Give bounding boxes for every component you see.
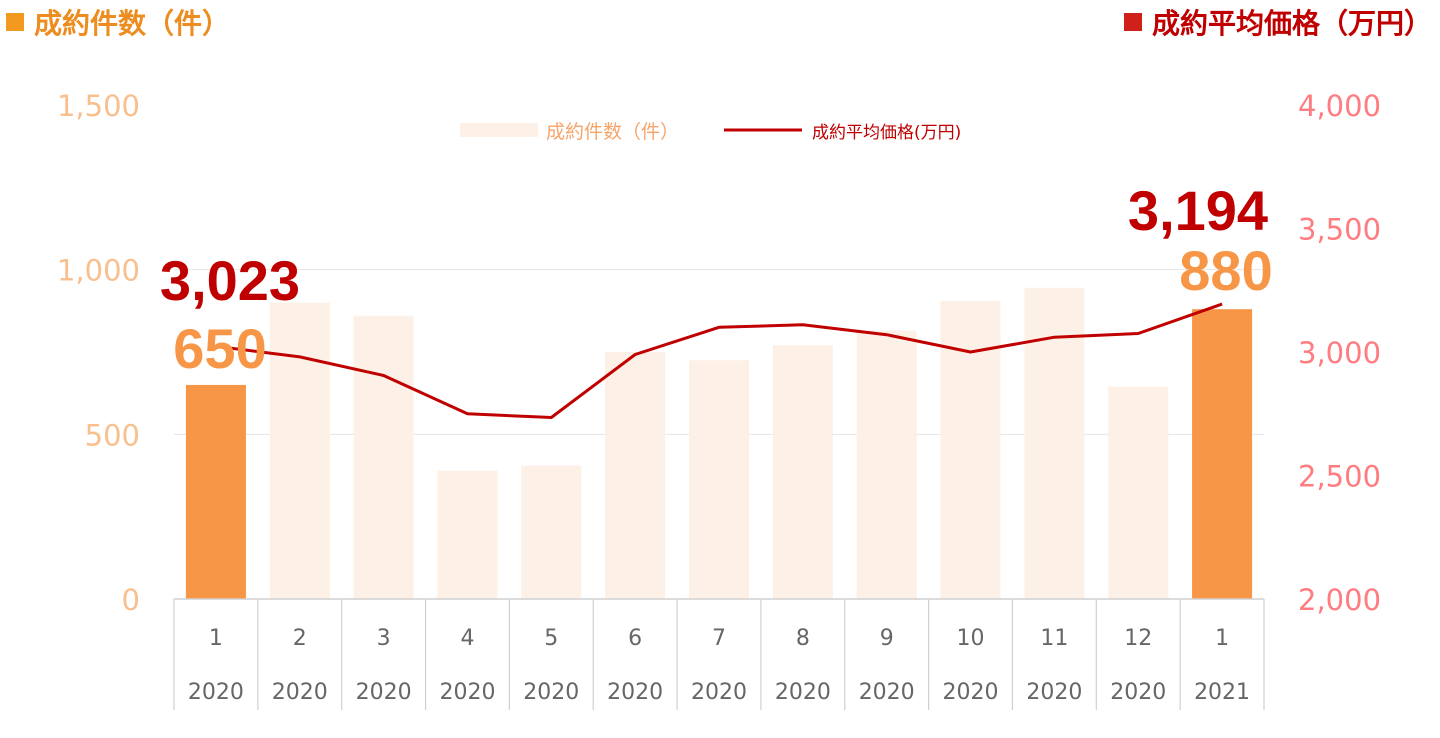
bar <box>772 345 833 599</box>
bar <box>1024 287 1085 599</box>
x-tick-label-month: 12 <box>1124 626 1152 651</box>
legend-bar-swatch <box>460 123 538 137</box>
x-tick-label-year: 2020 <box>691 680 747 705</box>
left-axis-title-text: 成約件数（件） <box>34 7 231 40</box>
bar-highlight <box>1192 309 1253 599</box>
legend-bar-label: 成約件数（件） <box>546 121 679 143</box>
x-tick-label-month: 4 <box>460 626 474 651</box>
bar <box>605 352 666 599</box>
left-axis-tick-label: 0 <box>122 583 140 617</box>
left-axis-tick-label: 1,000 <box>57 254 140 288</box>
price-line <box>215 302 1223 419</box>
bar <box>269 302 330 599</box>
bar <box>521 465 582 599</box>
orange-square-icon <box>6 13 24 31</box>
left-axis-tick-label: 1,500 <box>57 89 140 123</box>
x-tick-label-month: 6 <box>628 626 642 651</box>
x-tick-label-year: 2021 <box>1194 680 1250 705</box>
bar <box>856 330 917 599</box>
x-tick-label-month: 5 <box>544 626 558 651</box>
x-tick-label-month: 9 <box>880 626 894 651</box>
red-square-icon <box>1123 13 1142 31</box>
x-tick-label-month: 8 <box>796 626 810 651</box>
bar <box>689 360 749 599</box>
x-tick-label-year: 2020 <box>523 680 579 705</box>
x-tick-label-year: 2020 <box>775 680 831 705</box>
x-tick-label-year: 2020 <box>943 680 999 705</box>
right-axis-tick-label: 3,500 <box>1298 213 1381 247</box>
x-tick-label-month: 1 <box>1215 626 1229 651</box>
right-axis-tick-label: 3,000 <box>1298 336 1381 370</box>
bar <box>437 470 498 599</box>
x-tick-label-year: 2020 <box>1026 680 1082 705</box>
annotation-first-count: 650 <box>173 317 266 380</box>
x-tick-label-month: 11 <box>1040 626 1068 651</box>
x-tick-label-year: 2020 <box>859 680 915 705</box>
annotation-last-count: 880 <box>1179 239 1272 302</box>
left-axis-tick-label: 500 <box>85 418 140 452</box>
x-tick-label-month: 10 <box>957 626 985 651</box>
bar <box>940 300 1001 599</box>
x-tick-label-month: 7 <box>712 626 726 651</box>
x-tick-label-year: 2020 <box>356 680 412 705</box>
x-tick-label-year: 2020 <box>188 680 244 705</box>
right-axis-tick-label: 2,000 <box>1298 583 1381 617</box>
right-axis-tick-label: 2,500 <box>1298 460 1381 494</box>
x-tick-label-year: 2020 <box>607 680 663 705</box>
annotation-last-price: 3,194 <box>1128 179 1268 242</box>
left-axis-title: 成約件数（件） <box>6 2 230 42</box>
bar <box>1108 386 1169 599</box>
bar-highlight <box>185 384 246 599</box>
x-tick-label-year: 2020 <box>1110 680 1166 705</box>
x-tick-label-month: 2 <box>293 626 307 651</box>
annotation-first-price: 3,023 <box>160 249 300 312</box>
bar <box>353 315 414 599</box>
legend-line-label: 成約平均価格(万円) <box>812 123 961 143</box>
right-axis-title: 成約平均価格（万円） <box>1123 2 1432 42</box>
x-tick-label-month: 3 <box>377 626 391 651</box>
right-axis-title-text: 成約平均価格（万円） <box>1151 7 1432 40</box>
x-tick-label-year: 2020 <box>272 680 328 705</box>
x-tick-label-month: 1 <box>209 626 223 651</box>
x-tick-label-year: 2020 <box>439 680 495 705</box>
right-axis-tick-label: 4,000 <box>1298 89 1381 123</box>
